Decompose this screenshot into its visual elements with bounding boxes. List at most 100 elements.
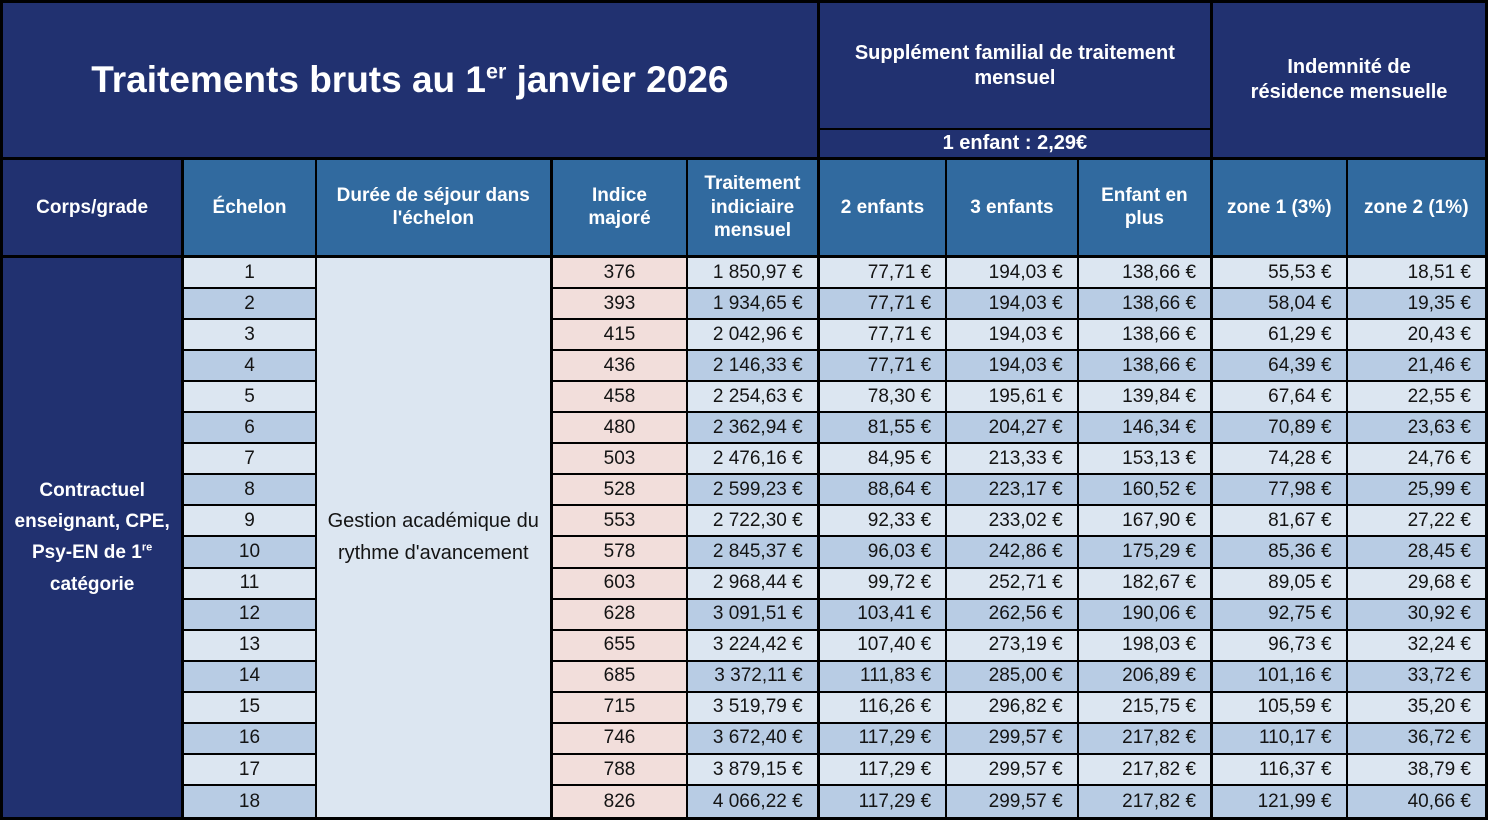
cell-enfants3-row-17: 299,57 €	[947, 754, 1079, 786]
cell-zone2-row-17: 38,79 €	[1347, 754, 1485, 786]
cell-zone2-row-12: 30,92 €	[1347, 599, 1485, 631]
cell-traitement-row-9: 2 722,30 €	[688, 506, 820, 538]
cell-enfants2-row-13: 107,40 €	[819, 630, 948, 662]
cell-indice-row-14: 685	[552, 661, 689, 693]
cell-indice-row-3: 415	[552, 320, 689, 352]
cell-traitement-row-10: 2 845,37 €	[688, 537, 820, 569]
cell-enfant_plus-row-3: 138,66 €	[1078, 320, 1214, 352]
cell-enfants2-row-14: 111,83 €	[819, 661, 948, 693]
cell-enfants3-row-13: 273,19 €	[947, 630, 1079, 662]
cell-indice-row-8: 528	[552, 475, 689, 507]
cell-enfants2-row-18: 117,29 €	[819, 785, 948, 817]
cell-enfants2-row-2: 77,71 €	[819, 289, 948, 321]
cell-indice-row-6: 480	[552, 413, 689, 445]
cell-echelon-row-13: 13	[184, 630, 317, 662]
cell-traitement-row-3: 2 042,96 €	[688, 320, 820, 352]
cell-indice-row-13: 655	[552, 630, 689, 662]
cell-enfant_plus-row-10: 175,29 €	[1078, 537, 1214, 569]
cell-zone1-row-11: 89,05 €	[1213, 568, 1348, 600]
cell-traitement-row-7: 2 476,16 €	[688, 444, 820, 476]
cell-enfants3-row-4: 194,03 €	[947, 351, 1079, 383]
cell-zone1-row-16: 110,17 €	[1213, 723, 1348, 755]
cell-zone2-row-1: 18,51 €	[1347, 257, 1485, 290]
indemnite-residence-header: Indemnité de résidence mensuelle	[1213, 3, 1485, 160]
corps-grade-suffix: catégorie	[49, 573, 135, 595]
cell-zone1-row-15: 105,59 €	[1213, 692, 1348, 724]
cell-traitement-row-1: 1 850,97 €	[688, 257, 820, 290]
cell-zone1-row-13: 96,73 €	[1213, 630, 1348, 662]
cell-echelon-row-6: 6	[184, 413, 317, 445]
cell-enfant_plus-row-15: 215,75 €	[1078, 692, 1214, 724]
cell-enfant_plus-row-2: 138,66 €	[1078, 289, 1214, 321]
cell-echelon-row-7: 7	[184, 444, 317, 476]
cell-enfants3-row-9: 233,02 €	[947, 506, 1079, 538]
cell-zone1-row-10: 85,36 €	[1213, 537, 1348, 569]
cell-enfants2-row-16: 117,29 €	[819, 723, 948, 755]
cell-echelon-row-10: 10	[184, 537, 317, 569]
cell-zone2-row-16: 36,72 €	[1347, 723, 1485, 755]
cell-echelon-row-2: 2	[184, 289, 317, 321]
cell-indice-row-12: 628	[552, 599, 689, 631]
cell-zone2-row-2: 19,35 €	[1347, 289, 1485, 321]
col-header-echelon: Échelon	[184, 159, 317, 258]
cell-zone1-row-18: 121,99 €	[1213, 785, 1348, 817]
cell-traitement-row-12: 3 091,51 €	[688, 599, 820, 631]
cell-enfants3-row-18: 299,57 €	[947, 785, 1079, 817]
cell-echelon-row-8: 8	[184, 475, 317, 507]
cell-indice-row-10: 578	[552, 537, 689, 569]
col-header-indice-majore: Indice majoré	[552, 159, 689, 258]
cell-zone2-row-6: 23,63 €	[1347, 413, 1485, 445]
cell-zone2-row-8: 25,99 €	[1347, 475, 1485, 507]
cell-echelon-row-15: 15	[184, 692, 317, 724]
cell-indice-row-2: 393	[552, 289, 689, 321]
page-title: Traitements bruts au 1er janvier 2026	[3, 3, 820, 160]
cell-traitement-row-15: 3 519,79 €	[688, 692, 820, 724]
cell-enfants3-row-1: 194,03 €	[947, 257, 1079, 290]
cell-echelon-row-5: 5	[184, 382, 317, 414]
cell-echelon-row-17: 17	[184, 754, 317, 786]
cell-traitement-row-6: 2 362,94 €	[688, 413, 820, 445]
cell-zone2-row-4: 21,46 €	[1347, 351, 1485, 383]
cell-zone1-row-5: 67,64 €	[1213, 382, 1348, 414]
cell-enfant_plus-row-1: 138,66 €	[1078, 257, 1214, 290]
cell-zone2-row-7: 24,76 €	[1347, 444, 1485, 476]
cell-enfants2-row-6: 81,55 €	[819, 413, 948, 445]
cell-echelon-row-14: 14	[184, 661, 317, 693]
cell-zone2-row-13: 32,24 €	[1347, 630, 1485, 662]
cell-enfant_plus-row-5: 139,84 €	[1078, 382, 1214, 414]
cell-zone2-row-11: 29,68 €	[1347, 568, 1485, 600]
cell-indice-row-15: 715	[552, 692, 689, 724]
cell-indice-row-7: 503	[552, 444, 689, 476]
cell-enfant_plus-row-8: 160,52 €	[1078, 475, 1214, 507]
cell-enfant_plus-row-14: 206,89 €	[1078, 661, 1214, 693]
cell-traitement-row-14: 3 372,11 €	[688, 661, 820, 693]
corps-grade-text: Contractuel enseignant, CPE, Psy-EN de 1	[14, 479, 170, 564]
cell-zone2-row-15: 35,20 €	[1347, 692, 1485, 724]
cell-indice-row-4: 436	[552, 351, 689, 383]
page-title-superscript: er	[486, 59, 507, 84]
corps-grade-cell: Contractuel enseignant, CPE, Psy-EN de 1…	[3, 257, 185, 817]
cell-traitement-row-11: 2 968,44 €	[688, 568, 820, 600]
corps-grade-superscript: re	[141, 542, 153, 555]
cell-zone2-row-5: 22,55 €	[1347, 382, 1485, 414]
cell-enfants3-row-6: 204,27 €	[947, 413, 1079, 445]
col-header-zone-1: zone 1 (3%)	[1213, 159, 1348, 258]
col-header-2-enfants: 2 enfants	[819, 159, 948, 258]
cell-enfant_plus-row-17: 217,82 €	[1078, 754, 1214, 786]
cell-zone1-row-9: 81,67 €	[1213, 506, 1348, 538]
cell-zone1-row-6: 70,89 €	[1213, 413, 1348, 445]
cell-enfant_plus-row-11: 182,67 €	[1078, 568, 1214, 600]
cell-echelon-row-3: 3	[184, 320, 317, 352]
cell-enfants2-row-15: 116,26 €	[819, 692, 948, 724]
cell-echelon-row-4: 4	[184, 351, 317, 383]
supplement-familial-header: Supplément familial de traitement mensue…	[819, 3, 1214, 130]
page-title-text: Traitements bruts au 1	[91, 58, 487, 100]
cell-zone2-row-18: 40,66 €	[1347, 785, 1485, 817]
cell-enfants2-row-10: 96,03 €	[819, 537, 948, 569]
cell-enfants2-row-4: 77,71 €	[819, 351, 948, 383]
cell-indice-row-18: 826	[552, 785, 689, 817]
cell-enfants3-row-11: 252,71 €	[947, 568, 1079, 600]
cell-enfant_plus-row-6: 146,34 €	[1078, 413, 1214, 445]
cell-echelon-row-12: 12	[184, 599, 317, 631]
cell-enfants3-row-14: 285,00 €	[947, 661, 1079, 693]
